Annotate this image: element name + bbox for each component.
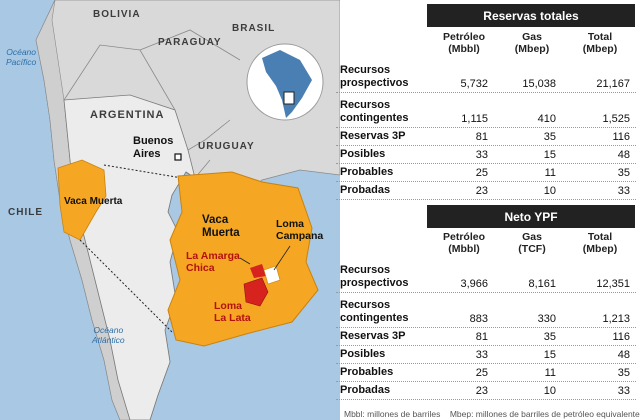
- table-ypf-col-gas: Gas (TCF): [518, 231, 546, 256]
- loma-campana-pointer: [273, 245, 291, 271]
- label-loma-la-lata: Loma La Lata: [214, 300, 251, 325]
- cell-gas: 15: [543, 349, 556, 361]
- row-label: Posibles: [340, 347, 386, 360]
- row-label: Recursos contingentes: [340, 98, 409, 124]
- loma-campana-area: [263, 265, 281, 285]
- cell-oil: 81: [475, 131, 488, 143]
- label-bolivia: BOLIVIA: [93, 9, 141, 20]
- table-row: Posibles 33 15 48: [336, 146, 636, 164]
- connector-line-top: [103, 164, 183, 179]
- row-label: Recursos prospectivos: [340, 63, 409, 89]
- cell-oil: 23: [475, 185, 488, 197]
- table-ypf-title: Neto YPF: [427, 205, 635, 228]
- table-row: Posibles 33 15 48: [336, 346, 636, 364]
- cell-gas: 15: [543, 149, 556, 161]
- cell-total: 1,213: [602, 313, 630, 325]
- cell-gas: 11: [544, 367, 556, 379]
- row-label: Posibles: [340, 147, 386, 160]
- cell-total: 21,167: [596, 78, 630, 90]
- row-label: Recursos prospectivos: [340, 263, 409, 289]
- table-row: Recursos contingentes 883 330 1,213: [336, 293, 636, 328]
- table-total-title: Reservas totales: [427, 4, 635, 27]
- table-row: Recursos prospectivos 5,732 15,038 21,16…: [336, 58, 636, 93]
- table-row: Recursos prospectivos 3,966 8,161 12,351: [336, 258, 636, 293]
- map: BOLIVIA PARAGUAY BRASIL ARGENTINA URUGUA…: [0, 0, 340, 420]
- cell-oil: 25: [475, 167, 488, 179]
- table-row: Probables 25 11 35: [336, 164, 636, 182]
- vaca-muerta-region: [57, 159, 107, 241]
- cell-total: 1,525: [602, 113, 630, 125]
- loma-la-lata-area: [243, 277, 269, 307]
- map-graphic: [0, 0, 340, 420]
- row-label: Recursos contingentes: [340, 298, 409, 324]
- table-ypf-col-oil: Petróleo (Mbbl): [442, 231, 485, 256]
- cell-oil: 33: [475, 149, 488, 161]
- table-row: Probadas 23 10 33: [336, 382, 636, 400]
- cell-gas: 10: [543, 185, 556, 197]
- cell-oil: 5,732: [460, 78, 488, 90]
- label-uruguay: URUGUAY: [198, 141, 255, 152]
- units-footnote: Mbbl: millones de barriles Mbep: millone…: [344, 409, 640, 419]
- cell-total: 116: [612, 331, 630, 343]
- table-row: Probables 25 11 35: [336, 364, 636, 382]
- row-label: Reservas 3P: [340, 329, 406, 342]
- table-row: Reservas 3P 81 35 116: [336, 328, 636, 346]
- cell-oil: 3,966: [460, 278, 488, 290]
- cell-oil: 81: [475, 331, 488, 343]
- buenos-aires-marker: [174, 153, 182, 161]
- table-ypf-col-total: Total (Mbep): [582, 231, 618, 256]
- cell-total: 35: [617, 167, 630, 179]
- label-buenos-aires: Buenos Aires: [133, 135, 174, 160]
- la-amarga-chica-area: [250, 264, 266, 278]
- cell-total: 48: [617, 349, 630, 361]
- label-chile: CHILE: [8, 207, 43, 218]
- label-pacific-ocean: Océano Pacífico: [6, 47, 37, 67]
- table-row: Probadas 23 10 33: [336, 182, 636, 200]
- cell-oil: 23: [475, 385, 488, 397]
- table-row: Recursos contingentes 1,115 410 1,525: [336, 93, 636, 128]
- table-total-col-oil: Petróleo (Mbbl): [442, 31, 485, 56]
- cell-oil: 1,115: [461, 113, 488, 125]
- locator-globe-highlight: [283, 91, 295, 105]
- cell-oil: 33: [475, 349, 488, 361]
- cell-total: 116: [612, 131, 630, 143]
- label-loma-campana: Loma Campana: [276, 218, 324, 243]
- row-label: Probadas: [340, 383, 391, 396]
- label-argentina: ARGENTINA: [90, 109, 165, 121]
- table-row: Reservas 3P 81 35 116: [336, 128, 636, 146]
- label-vaca-muerta-zoom: Vaca Muerta: [202, 214, 240, 240]
- cell-gas: 35: [543, 131, 556, 143]
- cell-total: 48: [617, 149, 630, 161]
- cell-total: 33: [617, 185, 630, 197]
- reserves-tables: Reservas totales Petróleo (Mbbl) Gas (Mb…: [336, 0, 640, 420]
- label-atlantic-ocean: Océano Atlántico: [92, 325, 125, 345]
- border-lines: [63, 29, 241, 179]
- cell-gas: 10: [543, 385, 556, 397]
- cell-total: 35: [617, 367, 630, 379]
- cell-gas: 11: [544, 167, 556, 179]
- label-paraguay: PARAGUAY: [158, 37, 222, 48]
- label-brasil: BRASIL: [232, 23, 276, 34]
- label-la-amarga-chica: La Amarga Chica: [186, 250, 240, 275]
- cell-gas: 35: [543, 331, 556, 343]
- la-amarga-chica-pointer: [239, 257, 251, 265]
- locator-globe-land: [262, 50, 312, 118]
- cell-gas: 8,161: [528, 278, 556, 290]
- row-label: Probadas: [340, 183, 391, 196]
- table-total-col-gas: Gas (Mbep): [514, 31, 550, 56]
- row-label: Probables: [340, 165, 394, 178]
- cell-oil: 25: [475, 367, 488, 379]
- cell-total: 33: [617, 385, 630, 397]
- cell-gas: 410: [537, 113, 556, 125]
- label-vaca-muerta-small: Vaca Muerta: [64, 196, 123, 207]
- cell-gas: 15,038: [522, 78, 556, 90]
- row-label: Probables: [340, 365, 394, 378]
- cell-gas: 330: [537, 313, 556, 325]
- table-total-col-total: Total (Mbep): [582, 31, 618, 56]
- vaca-muerta-zoom: [167, 171, 319, 347]
- cell-oil: 883: [469, 313, 488, 325]
- cell-total: 12,351: [596, 278, 630, 290]
- connector-line-bottom: [79, 239, 173, 333]
- row-label: Reservas 3P: [340, 129, 406, 142]
